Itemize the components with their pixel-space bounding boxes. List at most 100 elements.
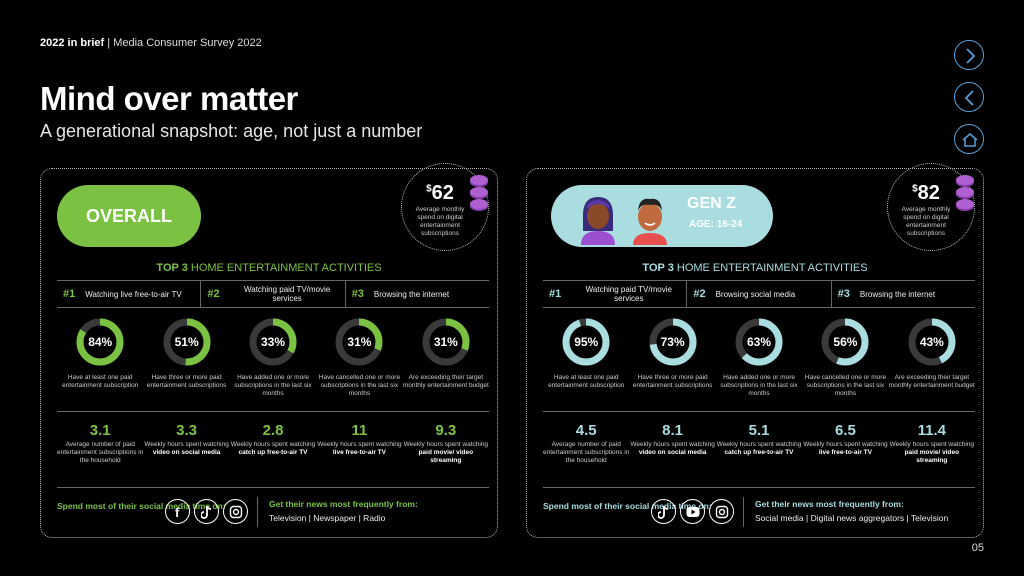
stat-caption-text: Average number of paid entertainment sub… xyxy=(543,441,630,464)
donut-chart xyxy=(735,318,783,366)
donut-caption: Are exceeding their target monthly enter… xyxy=(888,374,975,389)
donut-fill xyxy=(422,318,470,366)
stat-caption: Weekly hours spent watching catch up fre… xyxy=(716,441,802,457)
stat-caption-text: Weekly hours spent watching xyxy=(889,441,975,448)
instagram-icon xyxy=(709,499,734,524)
footer-divider xyxy=(257,497,258,527)
spend-label: Average monthly spend on digital enterta… xyxy=(901,206,951,237)
stat-caption-bold: live free-to-air TV xyxy=(818,449,872,456)
news-sources: Television | Newspaper | Radio xyxy=(269,513,386,523)
stat-caption-text: Weekly hours spent watching xyxy=(230,441,316,448)
social-icons: f xyxy=(165,499,248,524)
stat-caption-bold: paid movie/ video streaming xyxy=(904,449,960,464)
genz-pill: GEN Z AGE: 16-24 xyxy=(551,185,773,247)
currency: $ xyxy=(426,183,432,195)
stat-caption-text: Weekly hours spent watching xyxy=(317,441,402,448)
donut-chart xyxy=(562,318,610,366)
stat-caption: Weekly hours spent watching paid movie/ … xyxy=(889,441,975,465)
news-label: Get their news most frequently from: xyxy=(269,499,418,509)
spend-badge: $82 Average monthly spend on digital ent… xyxy=(887,163,975,251)
stat-caption-text: Weekly hours spent watching xyxy=(403,441,489,448)
social-label: Spend most of their social media time on… xyxy=(543,501,712,511)
stat-value: 4.5 xyxy=(575,422,597,439)
stat-value: 6.5 xyxy=(834,422,856,439)
stat-value: 3.1 xyxy=(89,422,111,439)
next-button[interactable] xyxy=(954,40,984,70)
stat-value: 9.3 xyxy=(435,422,457,439)
footer-divider xyxy=(743,497,744,527)
donut-row: 84% Have at least one paid entertainment … xyxy=(57,318,489,408)
news-sources: Social media | Digital news aggregators … xyxy=(755,513,949,523)
separator: | xyxy=(107,37,111,49)
donut-chart xyxy=(649,318,697,366)
stat-caption: Weekly hours spent watching video on soc… xyxy=(629,441,715,457)
donut-item: 31% Have cancelled one or more subscripti… xyxy=(316,318,402,408)
news-label: Get their news most frequently from: xyxy=(755,499,904,509)
donut-fill xyxy=(908,318,956,366)
stat-item: 6.5 Weekly hours spent watching live free… xyxy=(802,422,888,465)
donut-fill xyxy=(76,318,124,366)
stat-caption: Weekly hours spent watching live free-to… xyxy=(802,441,888,457)
previous-button[interactable] xyxy=(954,82,984,112)
divider xyxy=(543,487,975,488)
male-avatar-icon xyxy=(633,198,667,245)
stat-value: 2.8 xyxy=(262,422,284,439)
donut-item: 31% Are exceeding their target monthly en… xyxy=(403,318,489,408)
donut-item: 95% Have at least one paid entertainment … xyxy=(543,318,629,408)
home-button[interactable] xyxy=(954,124,984,154)
footer: Spend most of their social media time on… xyxy=(543,497,975,531)
stat-caption: Average number of paid entertainment sub… xyxy=(543,441,629,465)
activity-3: #3 Browsing the internet xyxy=(837,288,936,300)
stat-value: 8.1 xyxy=(662,422,684,439)
donut-item: 51% Have three or more paid entertainment… xyxy=(143,318,229,408)
stat-caption-bold: catch up free-to-air TV xyxy=(724,449,794,456)
stat-value: 5.1 xyxy=(748,422,770,439)
stat-caption-text: Weekly hours spent watching xyxy=(630,441,715,448)
donut-caption: Have added one or more subscriptions in … xyxy=(234,374,312,397)
activity-1: #1 Watching paid TV/movie services xyxy=(543,281,688,307)
divider xyxy=(57,411,489,412)
stats-row: 4.5 Average number of paid entertainment … xyxy=(543,422,975,465)
donut-item: 33% Have added one or more subscriptions … xyxy=(230,318,316,408)
donut-percent: 33% xyxy=(261,335,286,349)
stat-caption-text: Weekly hours spent watching xyxy=(803,441,888,448)
stat-item: 2.8 Weekly hours spent watching catch up … xyxy=(230,422,316,465)
overall-panel: OVERALL $62 Average monthly spend on dig… xyxy=(40,163,498,538)
spend-amount: 62 xyxy=(431,182,454,204)
tiktok-icon xyxy=(651,499,676,524)
overall-pill: OVERALL xyxy=(57,185,201,247)
footer: Spend most of their social media time on… xyxy=(57,497,489,531)
donut-fill xyxy=(163,318,211,366)
genz-panel: GEN Z AGE: 16-24 $82 Average monthly spe… xyxy=(526,163,984,538)
stat-caption-bold: paid movie/ video streaming xyxy=(418,449,474,464)
donut-item: 63% Have added one or more subscriptions … xyxy=(716,318,802,408)
genz-age: AGE: 16-24 xyxy=(689,219,743,230)
donut-fill xyxy=(335,318,383,366)
donut-chart xyxy=(249,318,297,366)
stat-caption: Weekly hours spent watching video on soc… xyxy=(143,441,229,457)
page-subtitle: A generational snapshot: age, not just a… xyxy=(40,121,423,141)
top3-heading: TOP 3 HOME ENTERTAINMENT ACTIVITIES xyxy=(642,262,868,274)
stat-caption-text: Average number of paid entertainment sub… xyxy=(57,441,144,464)
page-title: Mind over matter xyxy=(40,80,298,117)
stat-caption-text: Weekly hours spent watching xyxy=(144,441,229,448)
donut-caption: Have at least one paid entertainment sub… xyxy=(62,374,139,389)
tiktok-icon xyxy=(194,499,219,524)
stat-item: 3.3 Weekly hours spent watching video on … xyxy=(143,422,229,465)
donut-percent: 95% xyxy=(574,335,599,349)
stat-item: 11.4 Weekly hours spent watching paid mov… xyxy=(889,422,975,465)
donut-chart xyxy=(422,318,470,366)
activity-2: #2 Browsing social media xyxy=(687,281,832,307)
stat-caption: Weekly hours spent watching live free-to… xyxy=(316,441,402,457)
stat-value: 11 xyxy=(351,422,368,439)
stat-caption-bold: video on social media xyxy=(638,449,707,456)
social-label: Spend most of their social media time on… xyxy=(57,501,226,511)
donut-percent: 73% xyxy=(660,335,685,349)
donut-percent: 63% xyxy=(747,335,772,349)
donut-caption: Have cancelled one or more subscriptions… xyxy=(804,374,887,397)
donut-percent: 31% xyxy=(433,335,458,349)
activities-row: #1 Watching live free-to-air TV #2 Watchin… xyxy=(57,280,489,308)
stat-item: 4.5 Average number of paid entertainment … xyxy=(543,422,629,465)
stat-caption-text: Weekly hours spent watching xyxy=(716,441,802,448)
donut-percent: 43% xyxy=(919,335,944,349)
